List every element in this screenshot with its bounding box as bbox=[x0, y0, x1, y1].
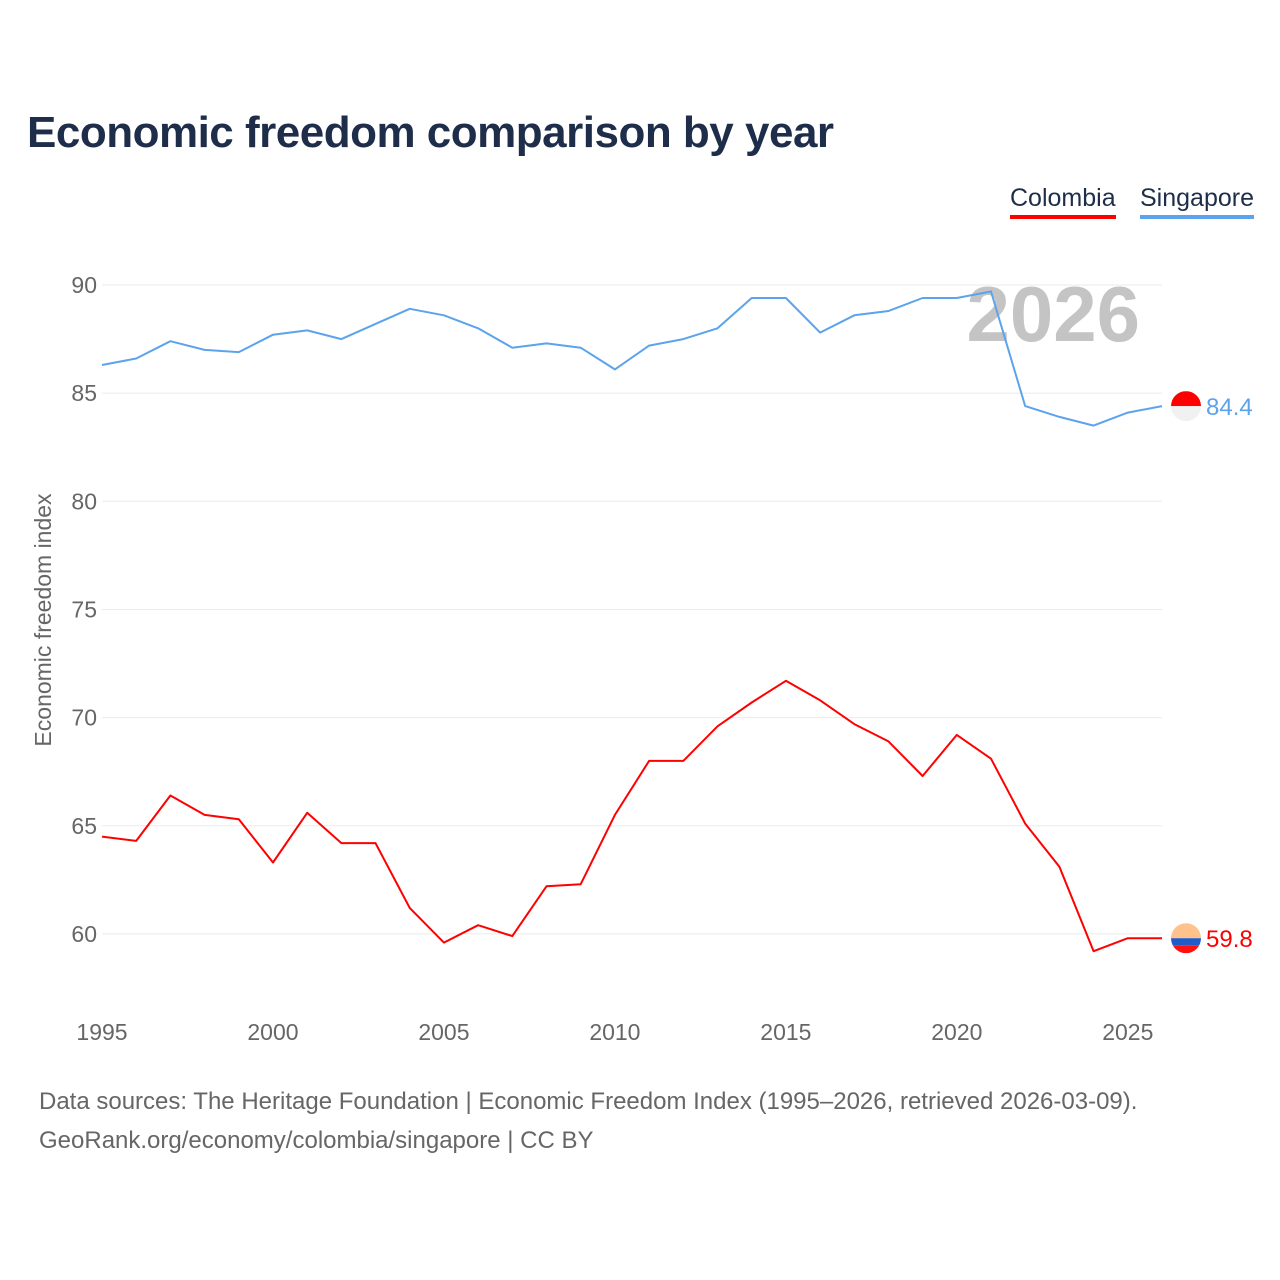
end-value-label-colombia: 59.8 bbox=[1206, 926, 1253, 953]
series-line-singapore bbox=[101, 290, 1163, 427]
flag-icon-colombia bbox=[1171, 923, 1201, 954]
footer-credit[interactable]: GeoRank.org/economy/colombia/singapore |… bbox=[39, 1127, 594, 1154]
x-tick-label: 2020 bbox=[931, 1019, 982, 1045]
footer-sources: Data sources: The Heritage Foundation | … bbox=[39, 1088, 1138, 1115]
year-watermark: 2026 bbox=[966, 270, 1140, 358]
legend-singapore[interactable]: Singapore bbox=[1140, 184, 1254, 219]
end-value-label-singapore: 84.4 bbox=[1206, 394, 1253, 421]
y-tick-label: 80 bbox=[71, 488, 97, 514]
y-tick-label: 70 bbox=[71, 705, 97, 731]
y-tick-label: 65 bbox=[71, 813, 97, 839]
flag-icon-singapore bbox=[1171, 391, 1201, 422]
flag-band bbox=[1171, 945, 1201, 954]
y-tick-label: 75 bbox=[71, 596, 97, 622]
x-tick-label: 2005 bbox=[418, 1019, 469, 1045]
flag-band bbox=[1171, 938, 1201, 946]
flag-band bbox=[1171, 406, 1201, 422]
x-tick-label: 2025 bbox=[1102, 1019, 1153, 1045]
y-tick-label: 90 bbox=[71, 272, 97, 298]
series-line-colombia bbox=[101, 679, 1162, 953]
x-tick-label: 2000 bbox=[247, 1019, 298, 1045]
y-tick-label: 85 bbox=[71, 380, 97, 406]
flag-band bbox=[1171, 391, 1201, 407]
x-tick-label: 2015 bbox=[760, 1019, 811, 1045]
flag-band bbox=[1171, 923, 1201, 939]
x-tick-label: 2010 bbox=[589, 1019, 640, 1045]
legend-colombia[interactable]: Colombia bbox=[1010, 184, 1116, 219]
y-tick-label: 60 bbox=[71, 921, 97, 947]
x-tick-label: 1995 bbox=[76, 1019, 127, 1045]
y-axis-label: Economic freedom index bbox=[30, 493, 56, 747]
chart-title: Economic freedom comparison by year bbox=[27, 108, 834, 157]
